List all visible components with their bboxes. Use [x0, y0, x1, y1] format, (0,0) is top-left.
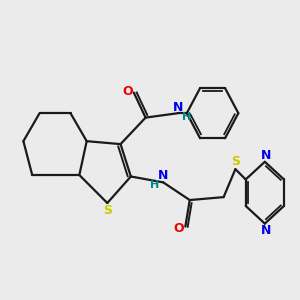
Text: O: O: [173, 221, 184, 235]
Text: N: N: [261, 224, 272, 237]
Text: H: H: [182, 112, 191, 122]
Text: H: H: [150, 180, 159, 190]
Text: S: S: [103, 204, 112, 217]
Text: O: O: [122, 85, 133, 98]
Text: S: S: [232, 155, 241, 168]
Text: N: N: [158, 169, 168, 182]
Text: N: N: [261, 149, 272, 162]
Text: N: N: [173, 101, 183, 114]
